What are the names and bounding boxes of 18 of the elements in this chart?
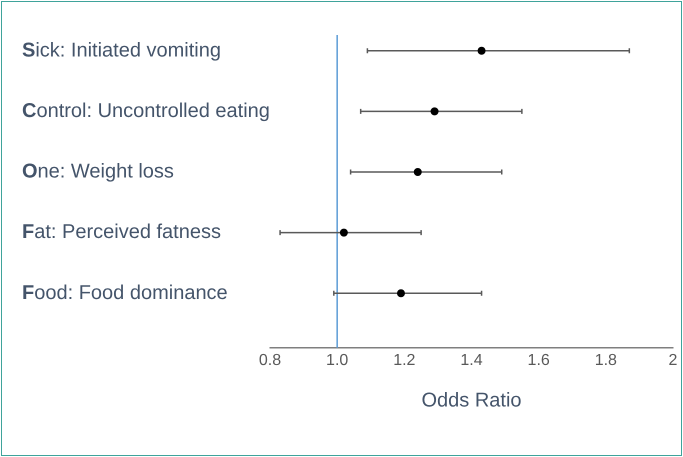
point xyxy=(396,289,405,298)
x-tick-label: 1.6 xyxy=(528,352,550,369)
y-tick-label: Fat: Perceived fatness xyxy=(22,221,221,244)
x-axis-title: Odds Ratio xyxy=(421,390,522,412)
x-tick-label: 1.0 xyxy=(326,352,348,369)
y-tick-label: Food: Food dominance xyxy=(22,282,228,304)
y-tick-label: One: Weight loss xyxy=(22,160,174,183)
y-tick-label: Sick: Initiated vomiting xyxy=(22,39,221,62)
x-tick-label: 0.8 xyxy=(258,352,282,369)
x-tick-label: 1.4 xyxy=(460,352,483,369)
x-tick-label: 1.2 xyxy=(393,352,416,369)
point xyxy=(430,107,439,116)
point xyxy=(340,228,348,237)
point xyxy=(414,168,422,176)
y-tick-label: Control: Uncontrolled eating xyxy=(22,100,270,122)
x-tick-label: 2 xyxy=(668,352,678,369)
point xyxy=(478,46,486,55)
x-tick-label: 1.8 xyxy=(594,352,618,369)
